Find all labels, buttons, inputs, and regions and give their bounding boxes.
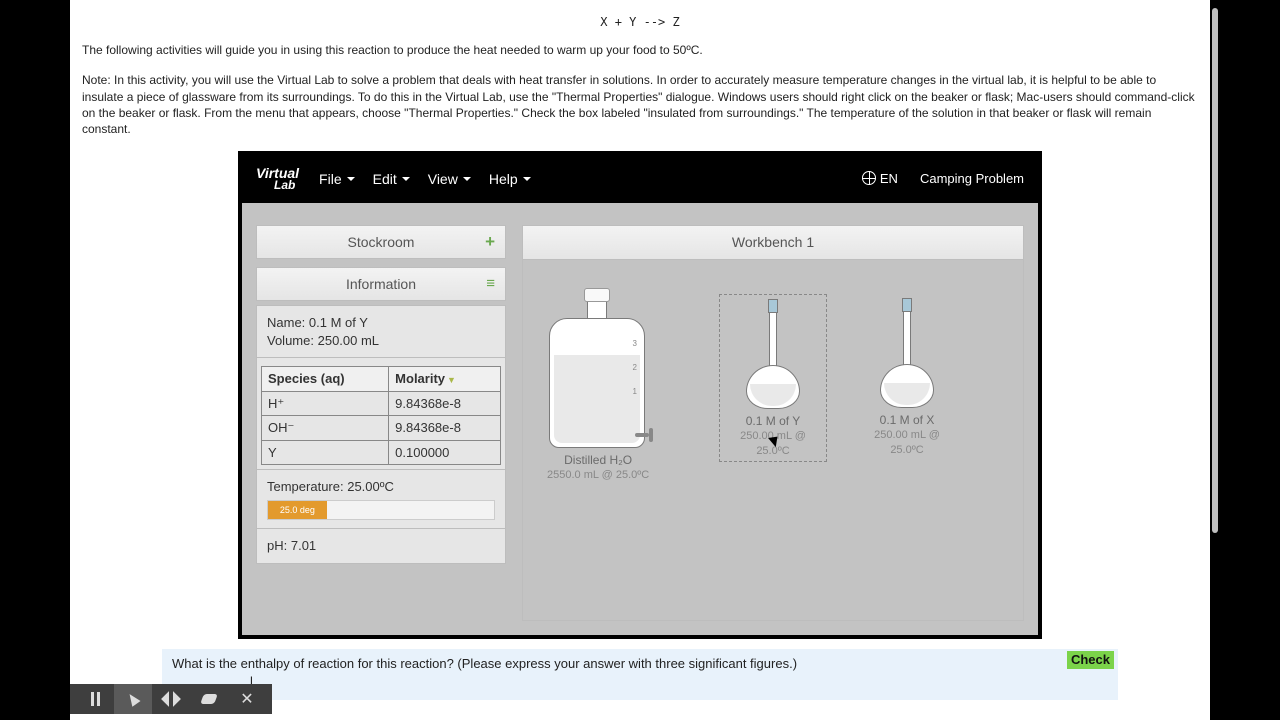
- molarity-cell: 9.84368e-8: [389, 416, 501, 441]
- menu-file-label: File: [319, 170, 342, 189]
- logo-line2: Lab: [256, 180, 299, 190]
- species-cell: OH⁻: [262, 416, 389, 441]
- menu-view[interactable]: View: [428, 170, 471, 189]
- virtual-lab: Virtual Lab File Edit View Help EN Campi…: [238, 151, 1042, 639]
- close-icon: ✕: [240, 689, 253, 709]
- question-box: Check What is the enthalpy of reaction f…: [162, 649, 1118, 700]
- question-text: What is the enthalpy of reaction for thi…: [172, 655, 1108, 673]
- globe-icon: [862, 171, 876, 185]
- menu-edit[interactable]: Edit: [373, 170, 410, 189]
- vlab-logo: Virtual Lab: [256, 168, 299, 190]
- check-button[interactable]: Check: [1067, 651, 1114, 669]
- eraser-tool-button[interactable]: [190, 684, 228, 714]
- information-header: Information ≡: [256, 267, 506, 301]
- stockroom-header: Stockroom +: [256, 225, 506, 259]
- scrollbar[interactable]: [1212, 8, 1218, 533]
- cursor-tool-button[interactable]: [114, 684, 152, 714]
- vessel-distilled-water[interactable]: 321 Distilled H₂O 2550.0 mL @ 25.0ºC: [547, 288, 649, 483]
- language-label: EN: [880, 171, 898, 186]
- problem-title: Camping Problem: [920, 170, 1024, 188]
- vessel-sublabel: 250.00 mL @ 25.0ºC: [857, 428, 957, 458]
- ph-section: pH: 7.01: [257, 529, 505, 563]
- table-row: Y0.100000: [262, 440, 501, 465]
- eraser-icon: [200, 694, 218, 704]
- molarity-cell: 9.84368e-8: [389, 391, 501, 416]
- name-value: 0.1 M of Y: [309, 315, 368, 330]
- vessel-label: 0.1 M of Y: [730, 413, 816, 429]
- intro-paragraph: The following activities will guide you …: [82, 42, 1198, 58]
- molarity-cell: 0.100000: [389, 440, 501, 465]
- menu-help-label: Help: [489, 170, 518, 189]
- pause-button[interactable]: [76, 684, 114, 714]
- volume-label: Volume:: [267, 333, 314, 348]
- temperature-bar: 25.0 deg: [268, 501, 327, 519]
- vessel-sublabel: 2550.0 mL @ 25.0ºC: [547, 468, 649, 483]
- pencil-icon: [161, 689, 181, 709]
- ph-value: 7.01: [291, 538, 316, 553]
- vessel-flask-x[interactable]: 0.1 M of X 250.00 mL @ 25.0ºC: [857, 298, 957, 458]
- workbench-header: Workbench 1: [523, 226, 1023, 260]
- temperature-label: Temperature:: [267, 479, 344, 494]
- menu-help[interactable]: Help: [489, 170, 531, 189]
- chevron-down-icon: [523, 177, 531, 181]
- ph-label: pH:: [267, 538, 287, 553]
- spigot-icon: [635, 428, 653, 442]
- temperature-value: 25.00ºC: [347, 479, 394, 494]
- recording-toolbar: ✕: [70, 684, 272, 714]
- close-toolbar-button[interactable]: ✕: [228, 684, 266, 714]
- molarity-col-header[interactable]: Molarity▼: [389, 367, 501, 392]
- question-text-tail: l.: [172, 673, 1108, 691]
- info-name-volume: Name: 0.1 M of Y Volume: 250.00 mL: [257, 306, 505, 358]
- hamburger-icon[interactable]: ≡: [486, 282, 495, 286]
- chevron-down-icon: [463, 177, 471, 181]
- species-cell: H⁺: [262, 391, 389, 416]
- table-row: OH⁻9.84368e-8: [262, 416, 501, 441]
- temperature-section: Temperature: 25.00ºC 25.0 deg: [257, 470, 505, 529]
- menu-view-label: View: [428, 170, 458, 189]
- species-table: Species (aq) Molarity▼ H⁺9.84368e-8 OH⁻9…: [261, 366, 501, 465]
- pencil-tool-button[interactable]: [152, 684, 190, 714]
- chevron-down-icon: [347, 177, 355, 181]
- menu-edit-label: Edit: [373, 170, 397, 189]
- cursor-icon: [125, 691, 140, 707]
- chevron-down-icon: [402, 177, 410, 181]
- menu-file[interactable]: File: [319, 170, 355, 189]
- vlab-titlebar: Virtual Lab File Edit View Help EN Campi…: [242, 155, 1038, 203]
- note-paragraph: Note: In this activity, you will use the…: [82, 72, 1198, 137]
- volume-value: 250.00 mL: [318, 333, 379, 348]
- vessel-label: 0.1 M of X: [857, 412, 957, 428]
- stockroom-header-label: Stockroom: [348, 233, 415, 252]
- species-col-header: Species (aq): [262, 367, 389, 392]
- language-selector[interactable]: EN: [862, 170, 898, 188]
- information-header-label: Information: [346, 275, 416, 294]
- mouse-cursor-icon: [771, 434, 783, 450]
- vessel-label: Distilled H₂O: [547, 452, 649, 468]
- table-row: H⁺9.84368e-8: [262, 391, 501, 416]
- species-cell: Y: [262, 440, 389, 465]
- plus-icon[interactable]: +: [485, 231, 495, 254]
- name-label: Name:: [267, 315, 305, 330]
- reaction-equation: X + Y --> Z: [82, 14, 1198, 30]
